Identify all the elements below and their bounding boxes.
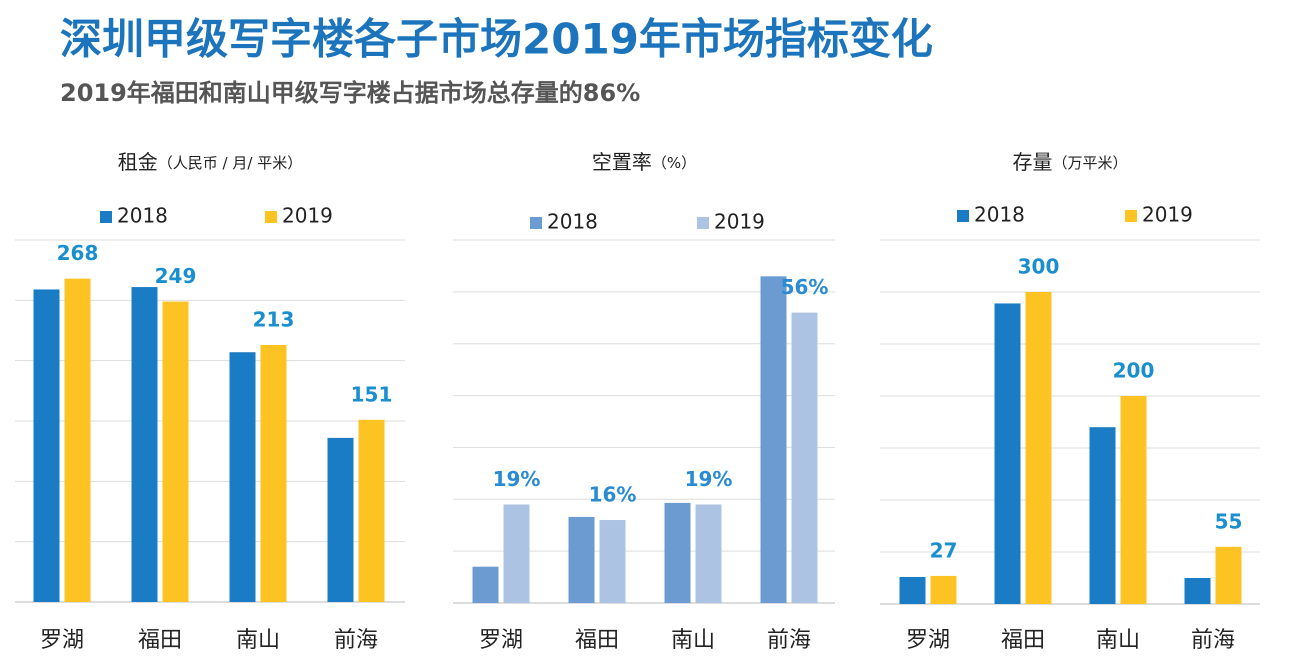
x-tick-label: 罗湖 — [479, 628, 523, 653]
x-tick-label: 前海 — [1191, 628, 1235, 653]
data-label: 213 — [253, 307, 295, 331]
chart: 存量（万平米） 2018 2019 27 300 200 55 罗湖 福田 南山 前海 — [880, 150, 1260, 653]
page-title: 深圳甲级写字楼各子市场2019年市场指标变化 — [60, 15, 933, 64]
legend-swatch — [100, 211, 112, 223]
bar — [358, 419, 385, 602]
x-tick-label: 前海 — [767, 628, 811, 653]
bar — [899, 576, 926, 604]
bar — [760, 276, 787, 603]
legend-swatch — [1125, 210, 1137, 222]
bar — [930, 575, 957, 604]
page-subtitle: 2019年福田和南山甲级写字楼占据市场总存量的86% — [60, 79, 640, 107]
chart-title-unit: （人民币 / 月/ 平米） — [158, 154, 302, 172]
x-tick-label: 南山 — [1096, 628, 1140, 653]
legend-label: 2019 — [714, 210, 765, 234]
chart: 空置率（%） 2018 2019 19% 16% 19% 56% 罗湖 福田 南山 前海 — [453, 150, 835, 653]
data-label: 16% — [589, 483, 637, 507]
data-label: 200 — [1113, 359, 1155, 383]
bar — [1089, 427, 1116, 604]
bar — [1120, 396, 1147, 604]
x-tick-label: 福田 — [1001, 628, 1045, 653]
data-label: 151 — [351, 382, 393, 406]
data-label: 27 — [930, 538, 958, 562]
legend-label: 2019 — [282, 204, 333, 228]
chart-title-main: 空置率 — [592, 150, 652, 174]
bar — [994, 303, 1021, 604]
data-label: 56% — [781, 275, 829, 299]
bar — [599, 520, 626, 603]
data-label: 268 — [57, 241, 99, 265]
legend-label: 2018 — [974, 203, 1025, 227]
bar — [695, 504, 722, 603]
x-tick-label: 福田 — [575, 628, 619, 653]
bar — [1025, 292, 1052, 604]
data-label: 300 — [1018, 255, 1060, 279]
x-tick-label: 南山 — [236, 628, 280, 653]
chart-title: 租金（人民币 / 月/ 平米） — [118, 150, 302, 174]
bar — [503, 504, 530, 603]
bar — [1184, 578, 1211, 604]
bar — [327, 437, 354, 602]
chart-title-unit: （%） — [652, 154, 696, 172]
legend-swatch — [265, 211, 277, 223]
legend-swatch — [697, 217, 709, 229]
bar — [472, 566, 499, 603]
chart-title-main: 存量 — [1012, 150, 1052, 174]
bar — [162, 301, 189, 602]
chart-title-main: 租金 — [118, 150, 158, 174]
bar — [791, 312, 818, 603]
legend-label: 2018 — [117, 204, 168, 228]
x-tick-label: 南山 — [671, 628, 715, 653]
bar — [1215, 546, 1242, 604]
x-tick-label: 罗湖 — [906, 628, 950, 653]
bar — [568, 516, 595, 603]
bar — [131, 287, 158, 602]
legend-label: 2019 — [1142, 203, 1193, 227]
bar — [33, 289, 60, 602]
data-label: 19% — [685, 467, 733, 491]
chart-title: 空置率（%） — [592, 150, 696, 174]
data-label: 19% — [493, 467, 541, 491]
data-label: 249 — [155, 264, 197, 288]
x-tick-label: 罗湖 — [40, 628, 84, 653]
data-label: 55 — [1215, 509, 1243, 533]
bar — [229, 352, 256, 602]
bar — [260, 344, 287, 602]
legend-label: 2018 — [547, 210, 598, 234]
bar — [64, 278, 91, 602]
x-tick-label: 前海 — [334, 628, 378, 653]
legend-swatch — [957, 210, 969, 222]
bar — [664, 502, 691, 603]
legend-swatch — [530, 217, 542, 229]
x-tick-label: 福田 — [138, 628, 182, 653]
chart-title-unit: （万平米） — [1052, 154, 1127, 172]
chart: 租金（人民币 / 月/ 平米） 2018 2019 268 249 213 151 罗湖 福田 南… — [15, 150, 405, 653]
chart-title: 存量（万平米） — [1012, 150, 1127, 174]
